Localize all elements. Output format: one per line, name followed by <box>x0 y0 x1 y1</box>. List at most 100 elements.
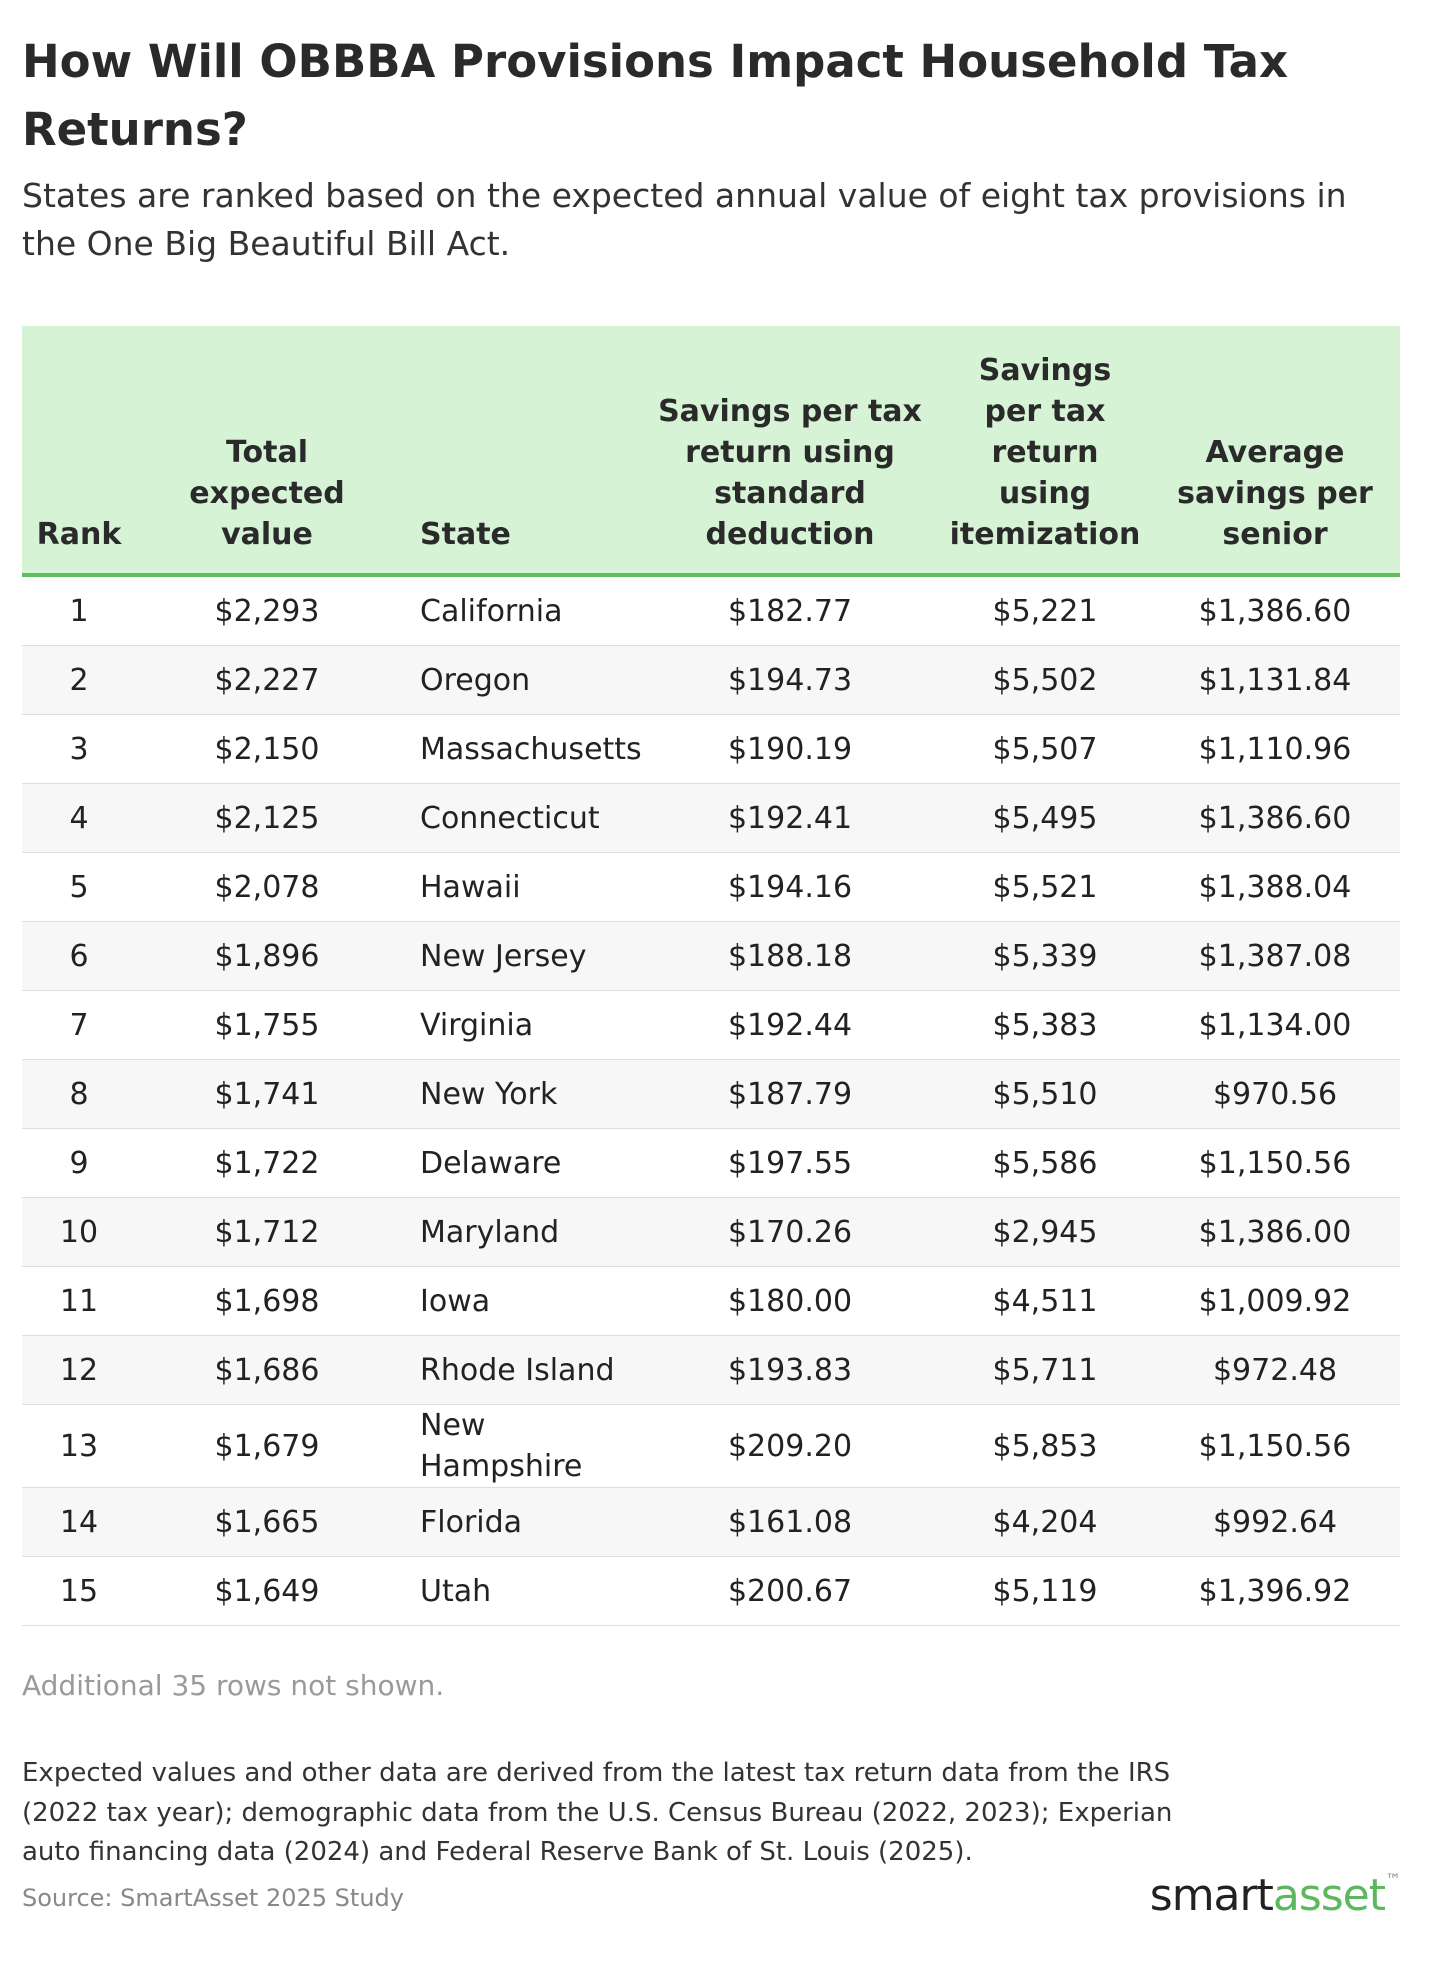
table-cell: 15 <box>22 1556 136 1626</box>
table-cell: 3 <box>22 714 136 784</box>
table-row: 7 $1,755 Virginia $192.44 $5,383 $1,134.00 <box>22 990 1400 1060</box>
table-cell: New Jersey <box>398 921 640 991</box>
table-cell: 4 <box>22 783 136 853</box>
subtitle: States are ranked based on the expected … <box>22 176 1347 263</box>
logo-mark: ™ <box>1385 1870 1401 1889</box>
table-cell: $1,396.92 <box>1150 1556 1400 1626</box>
title: How Will OBBBA Provisions Impact Househo… <box>22 35 1289 156</box>
table-cell: Virginia <box>398 990 640 1060</box>
column-header: Total expected value <box>136 326 398 577</box>
table-cell: 14 <box>22 1487 136 1557</box>
table-cell: $4,511 <box>940 1266 1150 1336</box>
table-cell: $2,078 <box>136 852 398 922</box>
table-cell: $1,110.96 <box>1150 714 1400 784</box>
table-cell: $1,679 <box>136 1404 398 1488</box>
table-cell: 7 <box>22 990 136 1060</box>
table-cell: $161.08 <box>640 1487 940 1557</box>
table-cell: $194.16 <box>640 852 940 922</box>
table-row: 10 $1,712 Maryland $170.26 $2,945 $1,386.00 <box>22 1197 1400 1267</box>
table-cell: Iowa <box>398 1266 640 1336</box>
table-row: 3 $2,150 Massachusetts $190.19 $5,507 $1,110.… <box>22 714 1400 784</box>
table-cell: $970.56 <box>1150 1059 1400 1129</box>
table-cell: Hawaii <box>398 852 640 922</box>
table-cell: 9 <box>22 1128 136 1198</box>
table-cell: 1 <box>22 575 136 646</box>
table-cell: $5,339 <box>940 921 1150 991</box>
table-cell: $2,150 <box>136 714 398 784</box>
column-header: Rank <box>22 326 136 577</box>
table-row: 4 $2,125 Connecticut $192.41 $5,495 $1,386.60 <box>22 783 1400 853</box>
table-cell: $1,386.00 <box>1150 1197 1400 1267</box>
logo-text: asset <box>1272 1870 1386 1921</box>
table-cell: Delaware <box>398 1128 640 1198</box>
table-cell: $209.20 <box>640 1404 940 1488</box>
table-cell: $192.41 <box>640 783 940 853</box>
table-cell: 6 <box>22 921 136 991</box>
table-cell: $5,495 <box>940 783 1150 853</box>
table-cell: $1,896 <box>136 921 398 991</box>
table-cell: $170.26 <box>640 1197 940 1267</box>
table-cell: $1,386.60 <box>1150 575 1400 646</box>
table-cell: 10 <box>22 1197 136 1267</box>
table-cell: Oregon <box>398 645 640 715</box>
column-header: Average savings per senior <box>1150 326 1400 577</box>
table-cell: $1,712 <box>136 1197 398 1267</box>
column-header: Savings per tax return using standard de… <box>640 326 940 577</box>
table-cell: Rhode Island <box>398 1335 640 1405</box>
header-row: Rank Total expected value State Savings per… <box>22 326 1400 577</box>
table-cell: $180.00 <box>640 1266 940 1336</box>
table-cell: $1,009.92 <box>1150 1266 1400 1336</box>
table-row: 12 $1,686 Rhode Island $193.83 $5,711 $972.48 <box>22 1335 1400 1405</box>
table-cell: $192.44 <box>640 990 940 1060</box>
table-cell: $1,722 <box>136 1128 398 1198</box>
table-cell: $5,586 <box>940 1128 1150 1198</box>
column-header: Savings per tax return using itemization <box>940 326 1150 577</box>
table-cell: $5,711 <box>940 1335 1150 1405</box>
table-cell: $972.48 <box>1150 1335 1400 1405</box>
table-cell: $187.79 <box>640 1059 940 1129</box>
table-cell: $2,125 <box>136 783 398 853</box>
table-cell: Maryland <box>398 1197 640 1267</box>
table-cell: $5,510 <box>940 1059 1150 1129</box>
table-cell: $5,221 <box>940 575 1150 646</box>
table-cell: $1,150.56 <box>1150 1404 1400 1488</box>
table-cell: 8 <box>22 1059 136 1129</box>
table-cell: $182.77 <box>640 575 940 646</box>
table-row: 11 $1,698 Iowa $180.00 $4,511 $1,009.92 <box>22 1266 1400 1336</box>
table-row: 8 $1,741 New York $187.79 $5,510 $970.56 <box>22 1059 1400 1129</box>
table-cell: 11 <box>22 1266 136 1336</box>
table-cell: $193.83 <box>640 1335 940 1405</box>
table-row: 5 $2,078 Hawaii $194.16 $5,521 $1,388.04 <box>22 852 1400 922</box>
source: Source: SmartAsset 2025 Study <box>22 1884 404 1912</box>
table-cell: $1,134.00 <box>1150 990 1400 1060</box>
table-cell: $5,119 <box>940 1556 1150 1626</box>
column-header: State <box>398 326 640 577</box>
table-cell: $2,293 <box>136 575 398 646</box>
table-cell: $190.19 <box>640 714 940 784</box>
table-cell: $992.64 <box>1150 1487 1400 1557</box>
table-cell: $1,686 <box>136 1335 398 1405</box>
table-header: Rank Total expected value State Savings per… <box>22 326 1400 577</box>
table-body: 1 $2,293 California $182.77 $5,221 $1,386.60 2… <box>22 575 1400 1626</box>
table-cell: Utah <box>398 1556 640 1626</box>
table-row: 1 $2,293 California $182.77 $5,221 $1,386.60 <box>22 575 1400 646</box>
table-row: 2 $2,227 Oregon $194.73 $5,502 $1,131.84 <box>22 645 1400 715</box>
logo-text: smart <box>1149 1870 1274 1921</box>
table-cell: California <box>398 575 640 646</box>
table-cell: $188.18 <box>640 921 940 991</box>
table-cell: Connecticut <box>398 783 640 853</box>
logo: smartasset™ <box>1149 1870 1401 1921</box>
table-cell: New Hampshire <box>398 1404 640 1488</box>
methodology-note: Expected values and other data are deriv… <box>22 1758 1173 1867</box>
table-cell: Florida <box>398 1487 640 1557</box>
table-row: 9 $1,722 Delaware $197.55 $5,586 $1,150.56 <box>22 1128 1400 1198</box>
table-cell: $5,507 <box>940 714 1150 784</box>
table-cell: 12 <box>22 1335 136 1405</box>
table-cell: $4,204 <box>940 1487 1150 1557</box>
table-cell: $1,387.08 <box>1150 921 1400 991</box>
ranking-table: Rank Total expected value State Savings per… <box>22 326 1400 1626</box>
table-cell: $1,388.04 <box>1150 852 1400 922</box>
table-cell: 5 <box>22 852 136 922</box>
table-cell: $1,150.56 <box>1150 1128 1400 1198</box>
table-cell: 2 <box>22 645 136 715</box>
